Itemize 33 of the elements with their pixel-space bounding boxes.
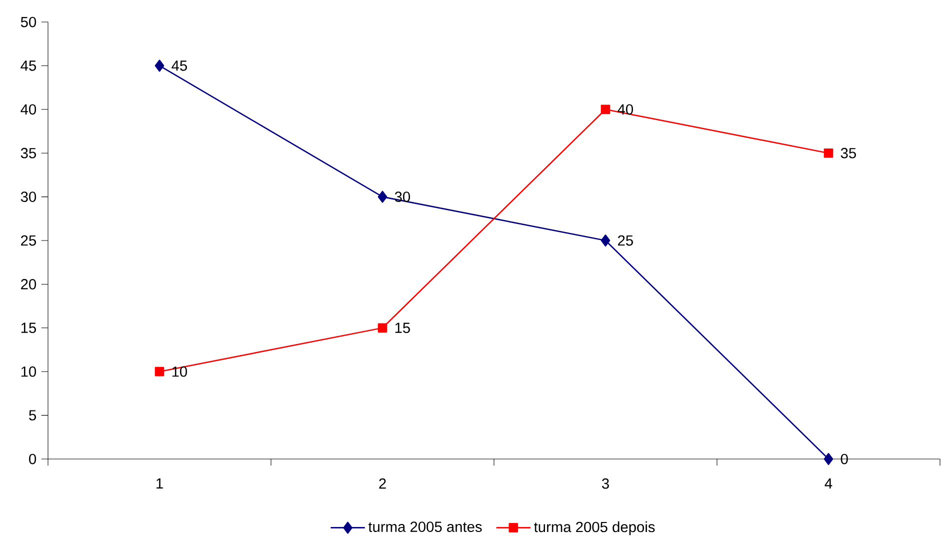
y-tick-label: 10 xyxy=(21,366,36,377)
x-tick-label: 2 xyxy=(379,478,386,489)
data-label: 10 xyxy=(172,366,188,377)
point xyxy=(378,190,388,203)
data-label: 45 xyxy=(172,60,187,71)
y-tick-label: 0 xyxy=(29,454,36,464)
x-tick-label: 4 xyxy=(824,478,832,488)
y-tick-label: 15 xyxy=(21,322,36,334)
data-label: 15 xyxy=(395,322,410,334)
y-tick-label: 40 xyxy=(20,104,36,115)
y-tick-label: 35 xyxy=(20,148,36,158)
data-label: 0 xyxy=(840,454,848,464)
x-tick-label: 1 xyxy=(156,478,163,488)
data-label: 35 xyxy=(840,148,856,158)
y-tick-label: 30 xyxy=(20,192,36,202)
point xyxy=(600,104,610,114)
legend-label: turma 2005 depois xyxy=(534,521,655,536)
point xyxy=(824,453,834,466)
x-tick-label: 3 xyxy=(602,478,609,489)
y-tick-label: 50 xyxy=(20,16,36,28)
data-label: 40 xyxy=(618,104,634,115)
data-label: 25 xyxy=(618,235,633,246)
point xyxy=(378,323,388,333)
point xyxy=(824,148,834,158)
y-tick-label: 20 xyxy=(21,279,36,290)
point xyxy=(600,234,610,247)
y-tick-label: 25 xyxy=(21,235,36,246)
y-tick-label: 45 xyxy=(20,60,36,71)
point xyxy=(154,60,164,72)
y-tick-label: 5 xyxy=(29,410,36,420)
legend-label: turma 2005 antes xyxy=(368,522,482,532)
data-label: 30 xyxy=(394,192,410,202)
point xyxy=(154,366,164,376)
